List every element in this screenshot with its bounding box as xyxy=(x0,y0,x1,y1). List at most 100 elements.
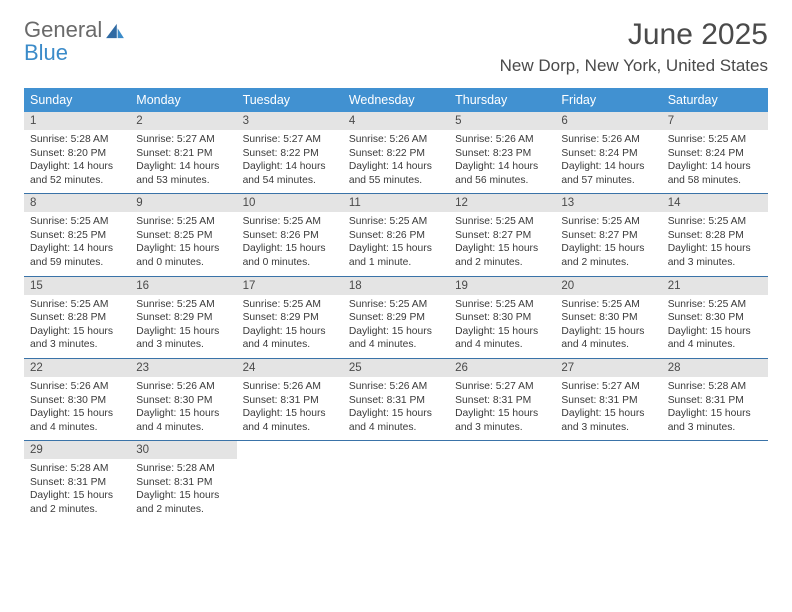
day-body: Sunrise: 5:26 AMSunset: 8:30 PMDaylight:… xyxy=(24,377,130,440)
logo-sail-icon xyxy=(104,18,125,41)
calendar-day-cell: 14Sunrise: 5:25 AMSunset: 8:28 PMDayligh… xyxy=(662,194,768,275)
calendar-day-cell: 17Sunrise: 5:25 AMSunset: 8:29 PMDayligh… xyxy=(237,277,343,358)
calendar-day-cell: 16Sunrise: 5:25 AMSunset: 8:29 PMDayligh… xyxy=(130,277,236,358)
day-body: Sunrise: 5:28 AMSunset: 8:31 PMDaylight:… xyxy=(662,377,768,440)
day-number: 14 xyxy=(662,194,768,212)
calendar-day-cell: 4Sunrise: 5:26 AMSunset: 8:22 PMDaylight… xyxy=(343,112,449,193)
calendar-day-cell: 9Sunrise: 5:25 AMSunset: 8:25 PMDaylight… xyxy=(130,194,236,275)
sunset-text: Sunset: 8:31 PM xyxy=(561,394,655,408)
sunrise-text: Sunrise: 5:25 AM xyxy=(243,215,337,229)
day-body: Sunrise: 5:26 AMSunset: 8:30 PMDaylight:… xyxy=(130,377,236,440)
sunrise-text: Sunrise: 5:26 AM xyxy=(455,133,549,147)
day-number: 19 xyxy=(449,277,555,295)
calendar-day-cell: 3Sunrise: 5:27 AMSunset: 8:22 PMDaylight… xyxy=(237,112,343,193)
page-title: June 2025 xyxy=(500,18,768,52)
day-body: Sunrise: 5:26 AMSunset: 8:31 PMDaylight:… xyxy=(237,377,343,440)
day-body: Sunrise: 5:25 AMSunset: 8:30 PMDaylight:… xyxy=(555,295,661,358)
daylight-text: Daylight: 15 hours and 3 minutes. xyxy=(561,407,655,434)
weekday-header: Friday xyxy=(555,88,661,112)
day-number: 27 xyxy=(555,359,661,377)
calendar-weeks: 1Sunrise: 5:28 AMSunset: 8:20 PMDaylight… xyxy=(24,112,768,523)
day-body: Sunrise: 5:25 AMSunset: 8:28 PMDaylight:… xyxy=(24,295,130,358)
daylight-text: Daylight: 14 hours and 53 minutes. xyxy=(136,160,230,187)
sunrise-text: Sunrise: 5:28 AM xyxy=(30,133,124,147)
sunrise-text: Sunrise: 5:25 AM xyxy=(136,215,230,229)
weekday-header: Wednesday xyxy=(343,88,449,112)
calendar-day-cell: 19Sunrise: 5:25 AMSunset: 8:30 PMDayligh… xyxy=(449,277,555,358)
calendar-day-cell: 28Sunrise: 5:28 AMSunset: 8:31 PMDayligh… xyxy=(662,359,768,440)
day-number: 13 xyxy=(555,194,661,212)
day-number: 16 xyxy=(130,277,236,295)
sunrise-text: Sunrise: 5:25 AM xyxy=(243,298,337,312)
daylight-text: Daylight: 15 hours and 3 minutes. xyxy=(136,325,230,352)
day-body: Sunrise: 5:26 AMSunset: 8:31 PMDaylight:… xyxy=(343,377,449,440)
sunrise-text: Sunrise: 5:25 AM xyxy=(349,215,443,229)
daylight-text: Daylight: 15 hours and 4 minutes. xyxy=(561,325,655,352)
sunset-text: Sunset: 8:27 PM xyxy=(455,229,549,243)
daylight-text: Daylight: 14 hours and 55 minutes. xyxy=(349,160,443,187)
sunset-text: Sunset: 8:28 PM xyxy=(668,229,762,243)
day-body: Sunrise: 5:25 AMSunset: 8:29 PMDaylight:… xyxy=(237,295,343,358)
calendar: SundayMondayTuesdayWednesdayThursdayFrid… xyxy=(24,88,768,523)
sunrise-text: Sunrise: 5:28 AM xyxy=(30,462,124,476)
day-number: 4 xyxy=(343,112,449,130)
daylight-text: Daylight: 15 hours and 4 minutes. xyxy=(243,325,337,352)
daylight-text: Daylight: 15 hours and 4 minutes. xyxy=(30,407,124,434)
sunset-text: Sunset: 8:30 PM xyxy=(561,311,655,325)
sunset-text: Sunset: 8:30 PM xyxy=(30,394,124,408)
day-number: 26 xyxy=(449,359,555,377)
weekday-header-row: SundayMondayTuesdayWednesdayThursdayFrid… xyxy=(24,88,768,112)
sunset-text: Sunset: 8:24 PM xyxy=(561,147,655,161)
day-body: Sunrise: 5:27 AMSunset: 8:21 PMDaylight:… xyxy=(130,130,236,193)
daylight-text: Daylight: 15 hours and 4 minutes. xyxy=(349,407,443,434)
sunset-text: Sunset: 8:22 PM xyxy=(243,147,337,161)
calendar-day-cell xyxy=(555,441,661,522)
sunset-text: Sunset: 8:31 PM xyxy=(243,394,337,408)
location-subtitle: New Dorp, New York, United States xyxy=(500,56,768,76)
weekday-header: Thursday xyxy=(449,88,555,112)
calendar-week: 15Sunrise: 5:25 AMSunset: 8:28 PMDayligh… xyxy=(24,277,768,359)
calendar-day-cell: 12Sunrise: 5:25 AMSunset: 8:27 PMDayligh… xyxy=(449,194,555,275)
day-number: 12 xyxy=(449,194,555,212)
sunrise-text: Sunrise: 5:25 AM xyxy=(30,215,124,229)
day-body: Sunrise: 5:25 AMSunset: 8:28 PMDaylight:… xyxy=(662,212,768,275)
day-number: 1 xyxy=(24,112,130,130)
day-number: 23 xyxy=(130,359,236,377)
weekday-header: Saturday xyxy=(662,88,768,112)
day-body: Sunrise: 5:25 AMSunset: 8:26 PMDaylight:… xyxy=(343,212,449,275)
day-body: Sunrise: 5:27 AMSunset: 8:31 PMDaylight:… xyxy=(555,377,661,440)
day-body: Sunrise: 5:28 AMSunset: 8:31 PMDaylight:… xyxy=(130,459,236,522)
daylight-text: Daylight: 15 hours and 0 minutes. xyxy=(243,242,337,269)
sunset-text: Sunset: 8:29 PM xyxy=(243,311,337,325)
daylight-text: Daylight: 14 hours and 56 minutes. xyxy=(455,160,549,187)
calendar-week: 1Sunrise: 5:28 AMSunset: 8:20 PMDaylight… xyxy=(24,112,768,194)
sunset-text: Sunset: 8:21 PM xyxy=(136,147,230,161)
calendar-day-cell: 1Sunrise: 5:28 AMSunset: 8:20 PMDaylight… xyxy=(24,112,130,193)
day-number: 9 xyxy=(130,194,236,212)
calendar-day-cell: 27Sunrise: 5:27 AMSunset: 8:31 PMDayligh… xyxy=(555,359,661,440)
daylight-text: Daylight: 15 hours and 0 minutes. xyxy=(136,242,230,269)
sunset-text: Sunset: 8:30 PM xyxy=(455,311,549,325)
day-body: Sunrise: 5:26 AMSunset: 8:22 PMDaylight:… xyxy=(343,130,449,193)
sunset-text: Sunset: 8:29 PM xyxy=(136,311,230,325)
day-body: Sunrise: 5:25 AMSunset: 8:27 PMDaylight:… xyxy=(449,212,555,275)
day-number: 30 xyxy=(130,441,236,459)
sunrise-text: Sunrise: 5:25 AM xyxy=(561,298,655,312)
sunrise-text: Sunrise: 5:25 AM xyxy=(561,215,655,229)
daylight-text: Daylight: 15 hours and 3 minutes. xyxy=(668,242,762,269)
logo: GeneralBlue xyxy=(24,18,127,64)
sunset-text: Sunset: 8:26 PM xyxy=(243,229,337,243)
day-body: Sunrise: 5:25 AMSunset: 8:25 PMDaylight:… xyxy=(130,212,236,275)
sunset-text: Sunset: 8:24 PM xyxy=(668,147,762,161)
day-body: Sunrise: 5:25 AMSunset: 8:30 PMDaylight:… xyxy=(449,295,555,358)
calendar-day-cell: 18Sunrise: 5:25 AMSunset: 8:29 PMDayligh… xyxy=(343,277,449,358)
day-body: Sunrise: 5:26 AMSunset: 8:24 PMDaylight:… xyxy=(555,130,661,193)
sunset-text: Sunset: 8:22 PM xyxy=(349,147,443,161)
title-block: June 2025 New Dorp, New York, United Sta… xyxy=(500,18,768,76)
day-body: Sunrise: 5:28 AMSunset: 8:31 PMDaylight:… xyxy=(24,459,130,522)
day-number: 7 xyxy=(662,112,768,130)
day-number: 25 xyxy=(343,359,449,377)
daylight-text: Daylight: 15 hours and 4 minutes. xyxy=(668,325,762,352)
sunrise-text: Sunrise: 5:25 AM xyxy=(668,298,762,312)
daylight-text: Daylight: 15 hours and 2 minutes. xyxy=(561,242,655,269)
